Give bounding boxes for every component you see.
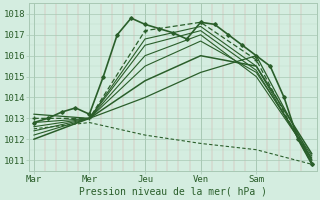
X-axis label: Pression niveau de la mer( hPa ): Pression niveau de la mer( hPa )	[79, 187, 267, 197]
